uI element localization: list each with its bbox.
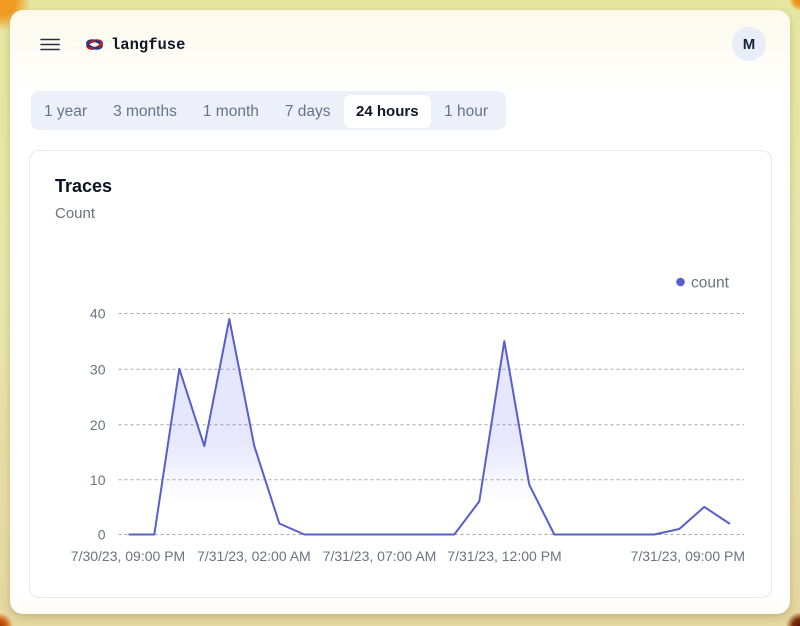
svg-text:40: 40 xyxy=(90,306,106,322)
svg-text:0: 0 xyxy=(98,527,106,543)
svg-text:7/30/23, 09:00 PM: 7/30/23, 09:00 PM xyxy=(71,548,185,564)
svg-text:7/31/23, 07:00 AM: 7/31/23, 07:00 AM xyxy=(323,548,437,564)
svg-text:7/31/23, 12:00 PM: 7/31/23, 12:00 PM xyxy=(447,548,561,564)
svg-text:7/31/23, 02:00 AM: 7/31/23, 02:00 AM xyxy=(197,548,311,564)
svg-text:20: 20 xyxy=(90,417,106,433)
svg-text:count: count xyxy=(691,275,730,292)
svg-text:30: 30 xyxy=(90,362,106,378)
svg-text:7/31/23, 09:00 PM: 7/31/23, 09:00 PM xyxy=(631,548,745,564)
svg-text:10: 10 xyxy=(90,472,106,488)
